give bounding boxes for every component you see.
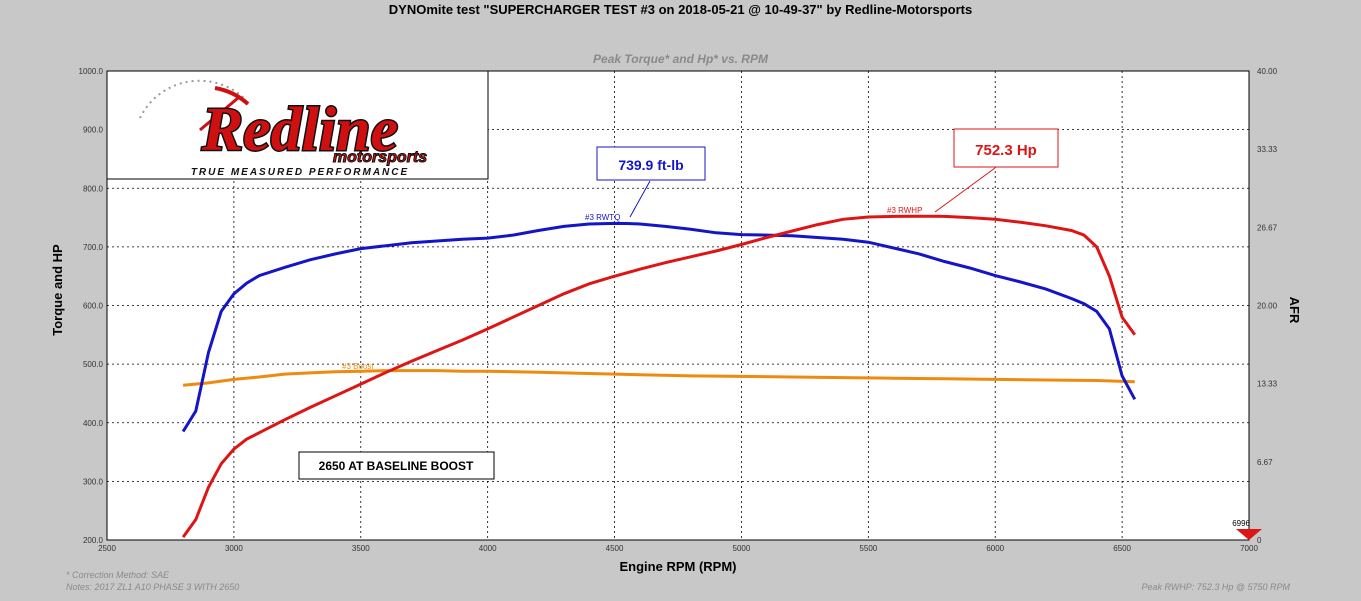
x-tick-label: 5000 bbox=[733, 544, 751, 553]
x-tick-label: 5500 bbox=[859, 544, 877, 553]
series-label-boost: #3 Boost bbox=[342, 362, 374, 371]
logo-box bbox=[106, 70, 489, 180]
y-tick-label: 200.0 bbox=[83, 536, 104, 545]
y-tick-labels: 200.0 300.0 400.0 500.0 600.0 700.0 800.0 900.0… bbox=[79, 67, 104, 545]
chart-subtitle: Peak Torque* and Hp* vs. RPM bbox=[593, 52, 768, 66]
y2-tick-label: 20.00 bbox=[1257, 302, 1278, 311]
y2-tick-label: 0 bbox=[1257, 536, 1262, 545]
series-boost-line bbox=[182, 369, 1135, 387]
y2-axis-label: AFR bbox=[1287, 297, 1302, 324]
series-hp-line bbox=[181, 214, 1137, 538]
redline-logo: Redline motorsports TRUE MEASURED PERFOR… bbox=[106, 70, 489, 180]
series-label-torque: #3 RWTQ bbox=[585, 213, 620, 222]
x-tick-label: 4500 bbox=[606, 544, 624, 553]
peak-summary: Peak RWHP: 752.3 Hp @ 5750 RPM bbox=[1141, 582, 1290, 592]
y-tick-label: 500.0 bbox=[83, 360, 104, 369]
y2-tick-label: 26.67 bbox=[1257, 223, 1278, 232]
y-axis-label: Torque and HP bbox=[50, 244, 65, 336]
baseline-note: 2650 AT BASELINE BOOST bbox=[298, 451, 495, 480]
tachometer-icon bbox=[139, 79, 250, 132]
y-tick-label: 1000.0 bbox=[79, 67, 104, 76]
series-label-hp: #3 RWHP bbox=[887, 206, 922, 215]
logo-brand: Redline bbox=[201, 96, 398, 164]
rpm-marker-value: 6996 bbox=[1232, 519, 1250, 528]
y-tick-label: 400.0 bbox=[83, 419, 104, 428]
test-notes: Notes: 2017 ZL1 A10 PHASE 3 WITH 2650 bbox=[66, 582, 240, 592]
logo-tagline: TRUE MEASURED PERFORMANCE bbox=[191, 167, 409, 178]
hp-callout-text: 752.3 Hp bbox=[975, 142, 1037, 159]
baseline-note-text: 2650 AT BASELINE BOOST bbox=[319, 459, 474, 473]
x-tick-label: 3000 bbox=[225, 544, 243, 553]
y2-tick-label: 33.33 bbox=[1257, 145, 1278, 154]
y2-tick-label: 13.33 bbox=[1257, 380, 1278, 389]
y2-tick-label: 6.67 bbox=[1257, 458, 1273, 467]
x-tick-label: 7000 bbox=[1240, 544, 1258, 553]
chart-title: DYNOmite test "SUPERCHARGER TEST #3 on 2… bbox=[388, 2, 973, 17]
y-tick-label: 700.0 bbox=[83, 243, 104, 252]
logo-sub: motorsports bbox=[333, 149, 427, 166]
rpm-marker: 6996 bbox=[1232, 519, 1262, 540]
y-tick-label: 900.0 bbox=[83, 126, 104, 135]
x-axis-label: Engine RPM (RPM) bbox=[620, 559, 737, 574]
y2-tick-labels: 0 6.67 13.33 20.00 26.67 33.33 40.00 bbox=[1257, 67, 1278, 545]
series-torque-line bbox=[181, 221, 1137, 433]
correction-method: * Correction Method: SAE bbox=[66, 570, 170, 580]
x-tick-label: 6000 bbox=[986, 544, 1004, 553]
x-tick-label: 6500 bbox=[1113, 544, 1131, 553]
y2-tick-label: 40.00 bbox=[1257, 67, 1278, 76]
y-tick-label: 600.0 bbox=[83, 302, 104, 311]
torque-callout-text: 739.9 ft-lb bbox=[618, 157, 683, 173]
x-tick-label: 3500 bbox=[352, 544, 370, 553]
x-tick-labels: 2500 3000 3500 4000 4500 5000 5500 6000 6500 7000 bbox=[98, 544, 1258, 553]
x-tick-label: 4000 bbox=[479, 544, 497, 553]
torque-callout: 739.9 ft-lb bbox=[596, 146, 706, 218]
hp-callout: 752.3 Hp bbox=[934, 128, 1059, 213]
y-tick-label: 300.0 bbox=[83, 477, 104, 486]
x-tick-label: 2500 bbox=[98, 544, 116, 553]
y-tick-label: 800.0 bbox=[83, 184, 104, 193]
